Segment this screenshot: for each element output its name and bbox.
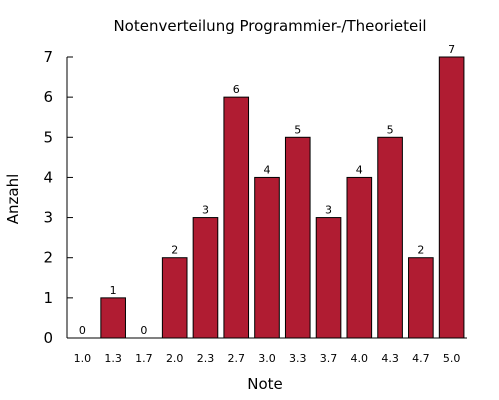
bar-5.0: [438, 56, 465, 339]
x-tick-label-3.3: 3.3: [289, 352, 307, 365]
bar-3.3: [284, 136, 311, 339]
data-label-2.0: 2: [171, 244, 178, 257]
data-label-3.0: 4: [264, 163, 271, 176]
bar-4.3: [377, 136, 403, 339]
data-label-2.3: 3: [202, 204, 209, 217]
x-tick-label-4.3: 4.3: [381, 352, 399, 365]
data-label-4.0: 4: [356, 163, 363, 176]
y-tick-label-4: 4: [43, 168, 53, 186]
bar-2.7: [223, 96, 250, 339]
bar-1.3: [100, 297, 126, 339]
x-tick-label-1.0: 1.0: [74, 352, 92, 365]
y-tick-label-5: 5: [43, 128, 53, 146]
data-label-2.7: 6: [233, 83, 240, 96]
x-tick-label-2.3: 2.3: [197, 352, 215, 365]
bars-group: [100, 56, 465, 339]
x-tick-label-2.7: 2.7: [227, 352, 245, 365]
chart-title: Notenverteilung Programmier-/Theorieteil: [113, 17, 426, 35]
y-tick-label-1: 1: [43, 289, 53, 307]
data-label-5.0: 7: [448, 43, 455, 56]
x-tick-label-4.0: 4.0: [351, 352, 369, 365]
bar-2.3: [192, 217, 219, 339]
x-axis-ticks: 1.0 1.3 1.7 2.0 2.3 2.7 3.0 3.3 3.7 4.0 4.3 4.7 5.0: [74, 352, 461, 365]
x-tick-label-3.0: 3.0: [258, 352, 276, 365]
data-label-1.7: 0: [140, 324, 147, 337]
x-tick-label-5.0: 5.0: [443, 352, 461, 365]
x-tick-label-4.7: 4.7: [412, 352, 430, 365]
y-tick-label-2: 2: [43, 249, 53, 267]
data-label-1.0: 0: [79, 324, 86, 337]
x-tick-label-2.0: 2.0: [166, 352, 184, 365]
bar-4.7: [408, 257, 434, 339]
data-label-3.3: 5: [294, 123, 301, 136]
data-label-4.3: 5: [387, 123, 394, 136]
y-axis-ticks: 0 1 2 3 4 5 6 7: [43, 48, 73, 347]
data-label-3.7: 3: [325, 204, 332, 217]
y-tick-label-6: 6: [43, 88, 53, 106]
bar-4.0: [346, 176, 373, 339]
y-axis-label: Anzahl: [4, 174, 22, 225]
bar-3.7: [315, 217, 342, 339]
data-label-1.3: 1: [110, 284, 117, 297]
bar-2.0: [161, 257, 188, 339]
x-tick-label-1.7: 1.7: [135, 352, 153, 365]
x-tick-label-3.7: 3.7: [320, 352, 338, 365]
y-tick-label-7: 7: [43, 48, 53, 66]
data-labels-group: 0 1 0 2 3 6 4 5 3 4 5 2 7: [79, 43, 455, 337]
bar-3.0: [254, 176, 280, 339]
y-tick-label-0: 0: [43, 329, 53, 347]
y-tick-label-3: 3: [43, 209, 53, 227]
x-axis-label: Note: [247, 375, 283, 393]
data-label-4.7: 2: [417, 244, 424, 257]
x-tick-label-1.3: 1.3: [104, 352, 122, 365]
